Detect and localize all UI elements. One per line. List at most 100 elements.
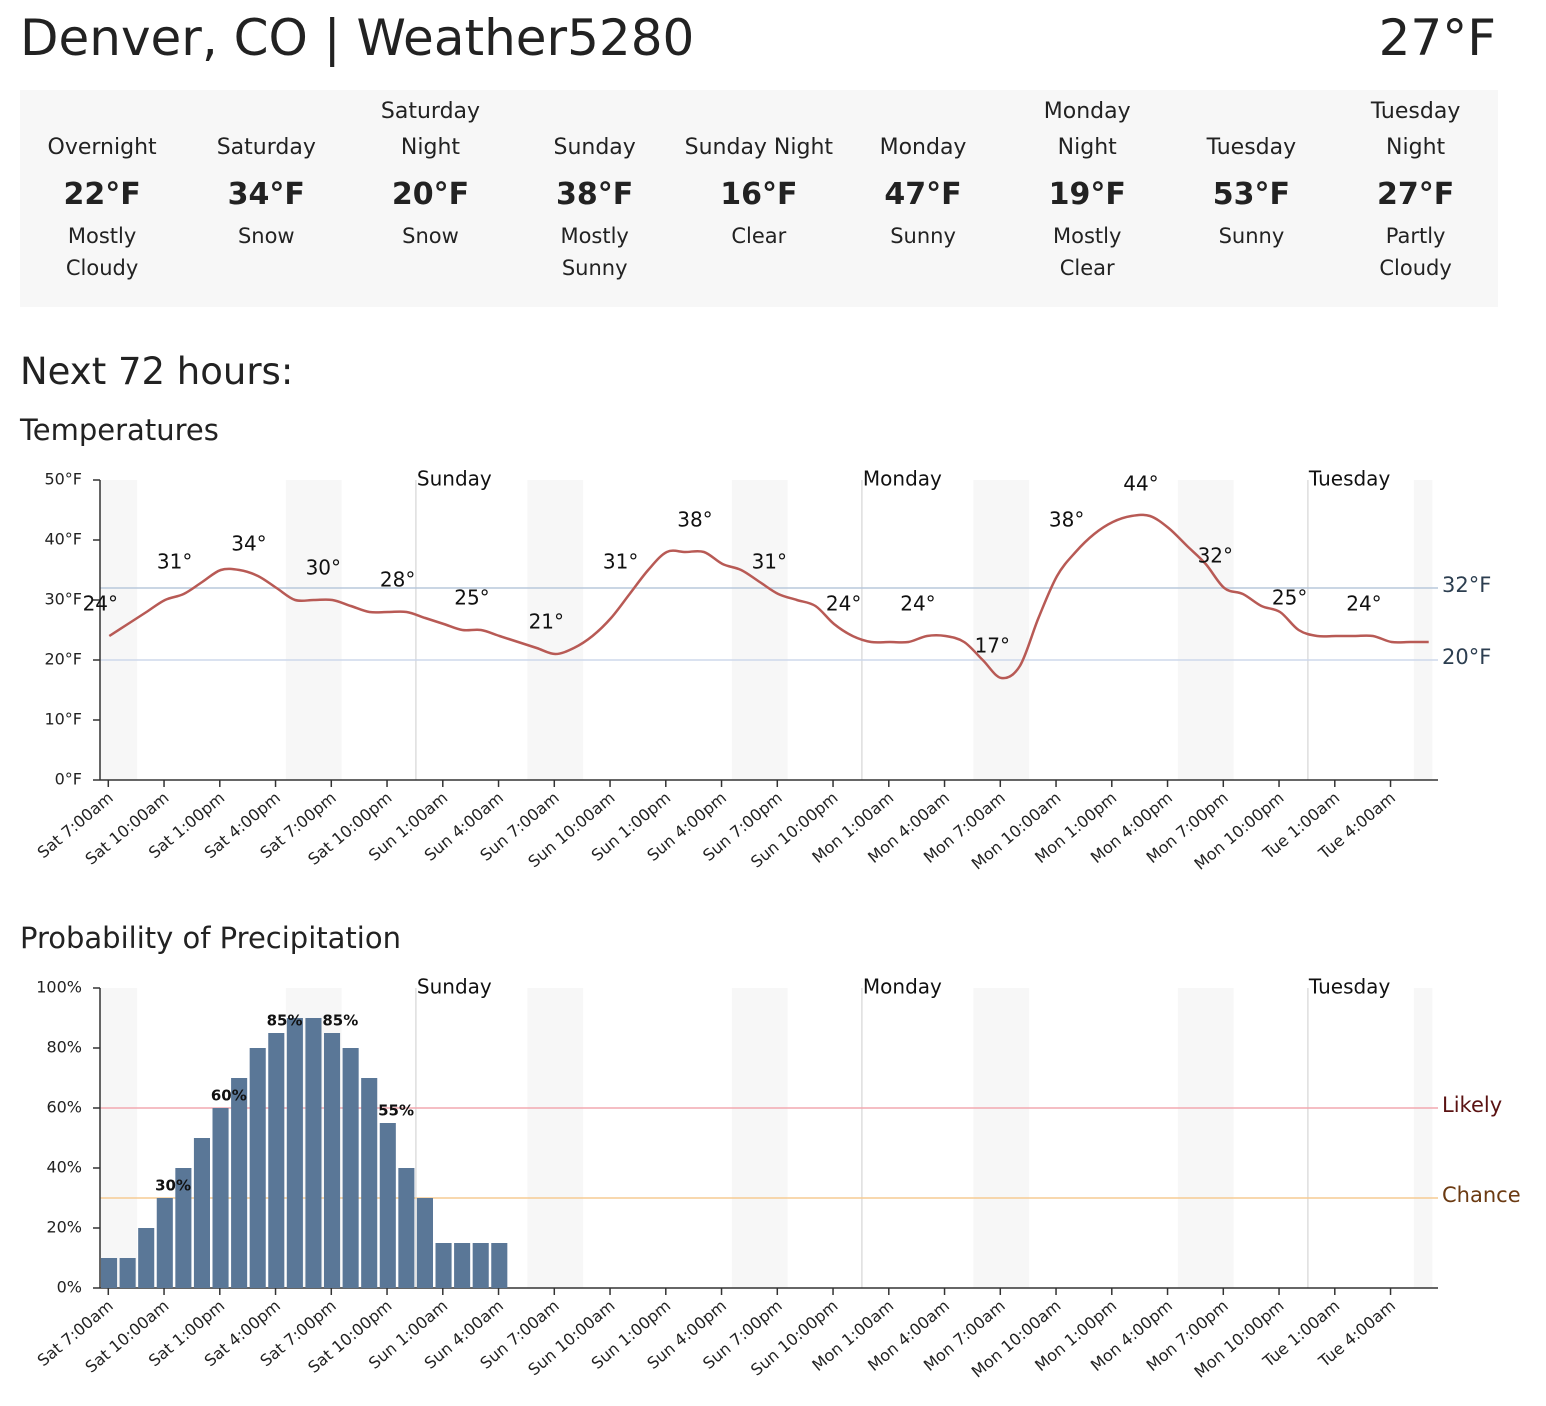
y-tick-label: 80% [46, 1038, 82, 1057]
data-label: 25° [454, 586, 489, 610]
data-label: 24° [900, 592, 935, 616]
data-label: 38° [1049, 508, 1084, 532]
chart-title: Temperatures [19, 413, 219, 447]
data-label: 38° [677, 508, 712, 532]
bar [156, 1198, 173, 1288]
y-tick-label: 40°F [44, 530, 82, 549]
night-shading [1413, 988, 1433, 1288]
night-shading [1413, 480, 1433, 780]
data-label: 85% [322, 1012, 358, 1030]
y-tick-label: 30°F [44, 590, 82, 609]
period-name: Sunday [553, 135, 636, 160]
period-temp: 38°F [556, 177, 634, 212]
data-label: 32° [1198, 544, 1233, 568]
bar [361, 1078, 378, 1288]
bar [491, 1243, 508, 1288]
temperature-line [108, 513, 1429, 680]
bar [119, 1258, 136, 1288]
data-label: 34° [231, 532, 266, 556]
reference-label: 20°F [1442, 645, 1491, 669]
data-label: 31° [157, 550, 192, 574]
y-tick-label: 20% [46, 1218, 82, 1237]
period-condition: Partly Cloudy [1379, 224, 1452, 280]
forecast-period: Sunday 38°F Mostly Sunny [513, 90, 677, 307]
bar [416, 1198, 433, 1288]
period-name: Sunday Night [684, 135, 834, 160]
period-condition: Mostly Cloudy [65, 224, 139, 280]
period-condition: Clear [731, 224, 787, 248]
period-name: Saturday Night [380, 99, 481, 160]
bar [138, 1228, 155, 1288]
data-label: 25° [1272, 586, 1307, 610]
forecast-period: Saturday Night 20°F Snow [348, 90, 512, 307]
forecast-strip: Overnight 22°F Mostly Cloudy Saturday 34°F Sn… [20, 90, 1498, 307]
period-condition: Mostly Clear [1053, 224, 1122, 280]
period-name: Saturday [216, 135, 316, 160]
data-label: 17° [975, 634, 1010, 658]
day-label: Tuesday [1308, 975, 1391, 999]
night-shading [527, 988, 584, 1288]
data-label: 24° [1346, 592, 1381, 616]
night-shading [527, 480, 584, 780]
forecast-period: Overnight 22°F Mostly Cloudy [20, 90, 184, 307]
period-name: Monday [879, 135, 967, 160]
data-label: 44° [1123, 472, 1158, 496]
night-shading [973, 988, 1030, 1288]
period-temp: 27°F [1376, 177, 1455, 212]
bar [249, 1048, 266, 1288]
bar [193, 1138, 210, 1288]
y-tick-label: 100% [36, 978, 82, 997]
period-condition: Mostly Sunny [560, 224, 629, 280]
bar [175, 1168, 192, 1288]
period-temp: 53°F [1212, 177, 1291, 212]
period-condition: Sunny [1218, 224, 1285, 248]
period-condition: Sunny [890, 224, 956, 248]
day-label: Sunday [417, 975, 492, 999]
bar [398, 1168, 415, 1288]
data-label: 55% [378, 1102, 414, 1120]
data-label: 31° [752, 550, 787, 574]
bar [231, 1078, 248, 1288]
y-tick-label: 40% [46, 1158, 82, 1177]
site-title: Denver, CO | Weather5280 [20, 9, 695, 67]
current-temperature: 27°F [1378, 9, 1496, 67]
bar [435, 1243, 452, 1288]
section-title: Next 72 hours: [20, 350, 294, 393]
forecast-period: Sunday Night 16°F Clear [677, 90, 841, 307]
bar [454, 1243, 471, 1288]
period-temp: 34°F [227, 177, 305, 212]
night-shading [973, 480, 1030, 780]
period-name: Tuesday Night [1370, 99, 1461, 160]
bar [324, 1033, 341, 1288]
period-temp: 16°F [720, 177, 798, 212]
forecast-period: Tuesday 53°F Sunny [1169, 90, 1333, 307]
data-label: 31° [603, 550, 638, 574]
forecast-period: Tuesday Night 27°F Partly Cloudy [1334, 90, 1498, 307]
night-shading [285, 480, 342, 780]
period-name: Tuesday [1206, 135, 1297, 160]
data-label: 28° [380, 568, 415, 592]
period-temp: 47°F [884, 177, 962, 212]
data-label: 24° [826, 592, 861, 616]
reference-label: Likely [1442, 1093, 1502, 1117]
bar [212, 1108, 229, 1288]
period-name: Overnight [47, 135, 157, 160]
data-label: 60% [211, 1087, 247, 1105]
forecast-period: Monday Night 19°F Mostly Clear [1005, 90, 1169, 307]
bar [342, 1048, 359, 1288]
night-shading [100, 988, 138, 1288]
bar [305, 1018, 322, 1288]
day-label: Sunday [417, 467, 492, 491]
y-tick-label: 0°F [55, 770, 82, 789]
period-condition: Snow [237, 224, 295, 248]
period-temp: 19°F [1048, 177, 1126, 212]
bar [379, 1123, 396, 1288]
y-tick-label: 50°F [44, 470, 82, 489]
reference-label: Chance [1442, 1183, 1521, 1207]
data-label: 21° [529, 610, 564, 634]
period-temp: 20°F [391, 177, 470, 212]
night-shading [731, 480, 788, 780]
data-label: 30% [155, 1177, 191, 1195]
